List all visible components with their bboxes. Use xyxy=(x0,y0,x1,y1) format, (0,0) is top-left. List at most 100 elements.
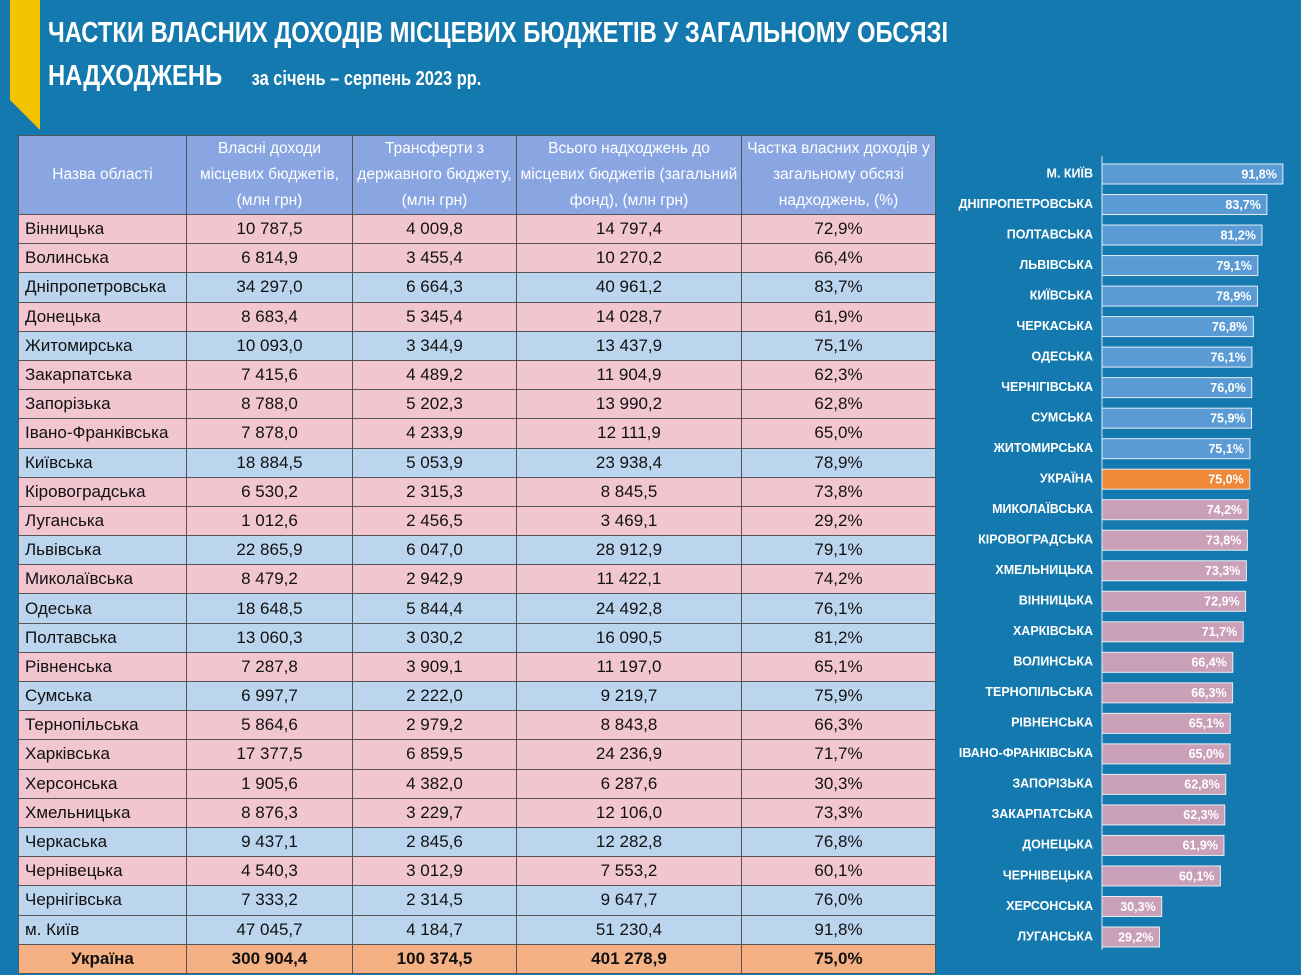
table-cell: 24 492,8 xyxy=(516,593,742,624)
table-row: Херсонська 1 905,6 4 382,0 6 287,6 30,3% xyxy=(18,768,936,799)
table-cell: Черкаська xyxy=(18,826,187,858)
table-cell: 11 197,0 xyxy=(516,651,742,683)
table-cell: 6 664,3 xyxy=(352,272,517,303)
table-cell: 8 845,5 xyxy=(516,476,742,507)
bar-chart: М. КИЇВ 91,8% ДНІПРОПЕТРОВСЬКА 83,7% ПОЛТАВС… xyxy=(959,156,1284,950)
value-label: 66,3% xyxy=(1191,686,1226,700)
table-cell: 5 844,4 xyxy=(352,593,517,624)
table-row: Івано-Франківська 7 878,0 4 233,9 12 111,9 6… xyxy=(18,418,936,449)
category-label: МИКОЛАЇВСЬКА xyxy=(992,501,1093,516)
bar xyxy=(1101,682,1234,704)
table-cell: Чернігівська xyxy=(18,885,187,916)
bar xyxy=(1101,377,1253,399)
table-cell: 72,9% xyxy=(741,213,936,245)
table-row: Луганська 1 012,6 2 456,5 3 469,1 29,2% xyxy=(18,505,936,537)
yellow-stripe xyxy=(10,0,40,130)
bar xyxy=(1101,316,1254,338)
category-label: ЛЬВІВСЬКА xyxy=(1020,258,1093,272)
value-label: 81,2% xyxy=(1221,228,1256,242)
table-cell: 7 553,2 xyxy=(516,856,742,887)
table-cell: Львівська xyxy=(18,535,187,566)
table-cell: 4 233,9 xyxy=(352,418,517,449)
table-row: Одеська 18 648,5 5 844,4 24 492,8 76,1% xyxy=(18,593,936,624)
table-cell: 2 845,6 xyxy=(352,826,517,858)
table-cell: 6 997,7 xyxy=(186,680,353,712)
value-label: 74,2% xyxy=(1207,503,1242,517)
table-cell: 9 437,1 xyxy=(186,826,353,858)
table-row: Донецька 8 683,4 5 345,4 14 028,7 61,9% xyxy=(18,301,936,332)
bar xyxy=(1101,194,1268,216)
table-cell: 13 060,3 xyxy=(186,622,353,653)
bar xyxy=(1101,926,1161,948)
table-cell: 8 788,0 xyxy=(186,389,353,420)
category-label: ВІННИЦЬКА xyxy=(1019,594,1093,608)
value-label: 30,3% xyxy=(1120,900,1155,914)
table-row: Київська 18 884,5 5 053,9 23 938,4 78,9% xyxy=(18,447,936,478)
value-label: 78,9% xyxy=(1216,289,1251,303)
table-row: Черкаська 9 437,1 2 845,6 12 282,8 76,8% xyxy=(18,826,936,858)
value-label: 72,9% xyxy=(1204,595,1239,609)
category-label: РІВНЕНСЬКА xyxy=(1011,716,1093,730)
category-label: М. КИЇВ xyxy=(1047,165,1093,180)
table-cell: 12 111,9 xyxy=(516,418,742,449)
bar xyxy=(1101,255,1259,277)
table-cell: 3 455,4 xyxy=(352,243,517,274)
table-cell: 2 979,2 xyxy=(352,710,517,741)
category-label: КИЇВСЬКА xyxy=(1030,287,1093,302)
value-label: 83,7% xyxy=(1225,198,1260,212)
table-row: Рівненська 7 287,8 3 909,1 11 197,0 65,1% xyxy=(18,651,936,683)
table-cell: 65,0% xyxy=(741,418,936,449)
table-cell: 5 053,9 xyxy=(352,447,517,478)
table-cell: 3 012,9 xyxy=(352,856,517,887)
category-label: УКРАЇНА xyxy=(1040,470,1093,485)
category-label: КІРОВОГРАДСЬКА xyxy=(978,533,1093,547)
table-row: м. Київ 47 045,7 4 184,7 51 230,4 91,8% xyxy=(18,914,936,945)
table-cell: Вінницька xyxy=(18,213,187,245)
table-cell: 10 270,2 xyxy=(516,243,742,274)
category-label: ДНІПРОПЕТРОВСЬКА xyxy=(959,197,1093,211)
category-label: ІВАНО-ФРАНКІВСЬКА xyxy=(959,746,1093,760)
bar xyxy=(1101,651,1234,673)
title: ЧАСТКИ ВЛАСНИХ ДОХОДІВ МІСЦЕВИХ БЮДЖЕТІВ… xyxy=(48,17,949,92)
table-cell: 13 437,9 xyxy=(516,330,742,361)
table-cell: 71,7% xyxy=(741,739,936,770)
table-cell: 73,3% xyxy=(741,797,936,828)
table-cell: 5 202,3 xyxy=(352,389,517,420)
header: ЧАСТКИ ВЛАСНИХ ДОХОДІВ МІСЦЕВИХ БЮДЖЕТІВ… xyxy=(48,14,1065,100)
table-cell: Луганська xyxy=(18,505,187,537)
table-row: Закарпатська 7 415,6 4 489,2 11 904,9 62,3% xyxy=(18,359,936,391)
table-cell: 1 905,6 xyxy=(186,768,353,799)
value-label: 75,9% xyxy=(1210,411,1245,425)
table-cell: 29,2% xyxy=(741,505,936,537)
table-cell: 6 287,6 xyxy=(516,768,742,799)
table-row: Дніпропетровська 34 297,0 6 664,3 40 961,2 8… xyxy=(18,272,936,303)
bar xyxy=(1101,499,1249,521)
value-label: 62,8% xyxy=(1184,778,1219,792)
table-cell: 83,7% xyxy=(741,272,936,303)
bar xyxy=(1101,163,1284,185)
table-cell: 40 961,2 xyxy=(516,272,742,303)
table-cell: 75,1% xyxy=(741,330,936,361)
table-cell: Полтавська xyxy=(18,622,187,653)
table-cell: Київська xyxy=(18,447,187,478)
table-cell: 6 530,2 xyxy=(186,476,353,507)
table-cell: 2 314,5 xyxy=(352,885,517,916)
table-cell: Миколаївська xyxy=(18,564,187,595)
table-cell: 9 219,7 xyxy=(516,680,742,712)
bar xyxy=(1101,438,1251,460)
table-cell: Харківська xyxy=(18,739,187,770)
table-cell: 12 282,8 xyxy=(516,826,742,858)
table-cell: 3 909,1 xyxy=(352,651,517,683)
table-cell: 78,9% xyxy=(741,447,936,478)
category-label: ХМЕЛЬНИЦЬКА xyxy=(995,563,1093,577)
table-cell: 4 009,8 xyxy=(352,213,517,245)
table-cell: 3 030,2 xyxy=(352,622,517,653)
column-header: Трансферти з державного бюджету, (млн гр… xyxy=(352,135,517,215)
bar xyxy=(1101,804,1226,826)
table-cell: 17 377,5 xyxy=(186,739,353,770)
column-header: Всього надходжень до місцевих бюджетів (… xyxy=(516,135,742,215)
table-row: Житомирська 10 093,0 3 344,9 13 437,9 75,1% xyxy=(18,330,936,361)
table-cell: м. Київ xyxy=(18,914,187,945)
decoration xyxy=(10,0,40,130)
bar xyxy=(1101,621,1244,643)
